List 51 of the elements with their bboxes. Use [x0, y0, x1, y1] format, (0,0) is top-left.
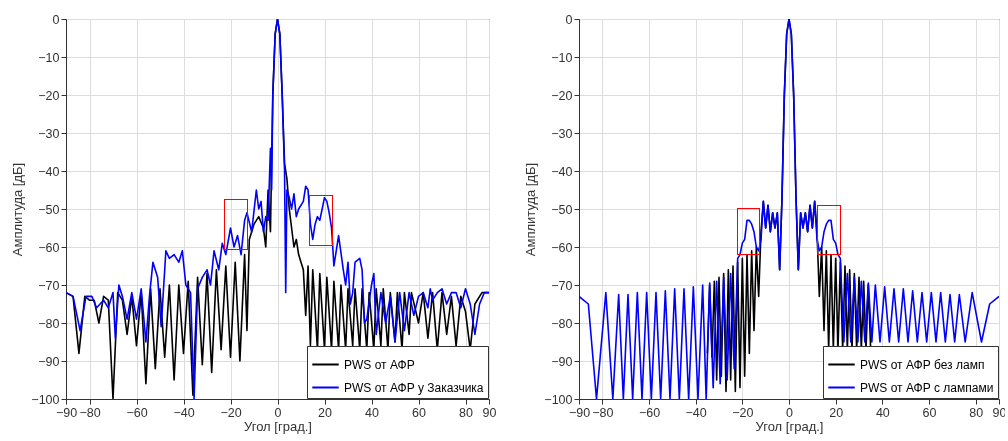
x-tick-label: −40 — [173, 405, 195, 420]
x-tick-label: −90 — [568, 405, 591, 420]
y-tick-label: −100 — [31, 392, 60, 407]
y-tick-label: −40 — [551, 164, 573, 179]
y-tick-label: −20 — [551, 88, 573, 103]
y-tick-label: 0 — [52, 12, 60, 27]
x-tick-label: 0 — [274, 405, 282, 420]
x-tick-label: 0 — [786, 405, 794, 420]
x-tick-label: 40 — [875, 405, 890, 420]
y-tick-label: −50 — [38, 202, 60, 217]
y-tick-label: −50 — [551, 202, 573, 217]
y-tick-label: −70 — [38, 278, 60, 293]
legend-label: PWS от АФР — [344, 357, 415, 372]
x-axis-title: Угол [град.] — [755, 419, 824, 434]
y-tick-label: −10 — [551, 50, 573, 65]
y-tick-label: −100 — [544, 392, 573, 407]
x-tick-label: −20 — [220, 405, 242, 420]
legend-label: PWS от АФР у Заказчика — [344, 380, 484, 395]
x-tick-label: 80 — [969, 405, 984, 420]
y-tick-label: −60 — [551, 240, 573, 255]
y-tick-label: −70 — [551, 278, 573, 293]
y-tick-label: −80 — [551, 316, 573, 331]
x-tick-label: 20 — [829, 405, 844, 420]
x-axis-title: Угол [град.] — [244, 419, 312, 434]
x-tick-label: 80 — [459, 405, 473, 420]
y-axis-title: Амплитуда [дБ] — [523, 162, 539, 257]
x-tick-label: 40 — [365, 405, 379, 420]
y-tick-label: −90 — [38, 354, 60, 369]
y-tick-label: −60 — [38, 240, 60, 255]
x-tick-label: −60 — [126, 405, 148, 420]
y-tick-label: −20 — [38, 88, 60, 103]
y-tick-label: −80 — [38, 316, 60, 331]
x-tick-label: −90 — [55, 405, 78, 420]
y-tick-label: −40 — [38, 164, 60, 179]
y-tick-label: 0 — [565, 12, 573, 27]
y-tick-label: −30 — [38, 126, 60, 141]
y-tick-label: −30 — [551, 126, 573, 141]
x-tick-label: 20 — [318, 405, 332, 420]
x-tick-label: −80 — [592, 405, 614, 420]
legend-label: PWS от АФР с лампами — [860, 380, 994, 395]
x-tick-label: −20 — [732, 405, 754, 420]
legend-label: PWS от АФР без ламп — [860, 357, 985, 372]
x-tick-label: −60 — [638, 405, 661, 420]
y-axis-title: Амплитуда [дБ] — [10, 162, 26, 257]
x-tick-label: 90 — [482, 405, 497, 420]
x-tick-label: 60 — [922, 405, 937, 420]
y-tick-label: −10 — [38, 50, 60, 65]
x-tick-label: 60 — [412, 405, 426, 420]
x-tick-label: −40 — [685, 405, 707, 420]
y-tick-label: −90 — [551, 354, 573, 369]
x-tick-label: −80 — [79, 405, 101, 420]
